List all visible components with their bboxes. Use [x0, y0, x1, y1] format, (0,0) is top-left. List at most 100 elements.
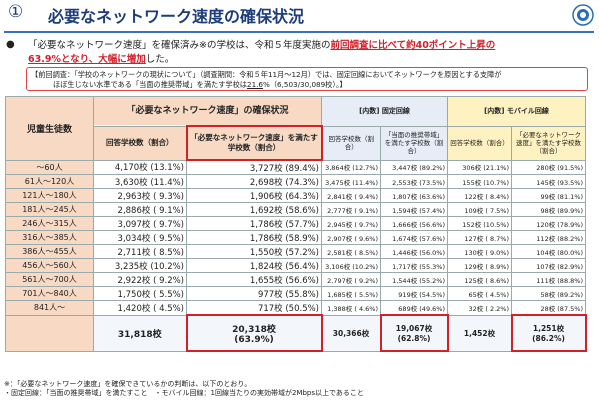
row-fixed-meeting: 689校 (49.6%) [380, 300, 448, 316]
header-group-fixed: [内数] 固定回線 [321, 96, 448, 127]
footnote-line: ※：「必要なネットワーク速度」を確保できているかの判断は、以下のとおり。 [4, 380, 252, 388]
table-row: 121人～180人 2,963校 ( 9.3%) 1,906校 (64.3%) 2,8… [5, 188, 586, 203]
row-respondents: 2,963校 ( 9.3%) [93, 188, 187, 203]
table-body: ～60人 4,170校 (13.1%) 3,727校 (89.4%) 3,864校 (… [5, 159, 586, 316]
row-mobile-respondents: 32校 ( 2.2%) [447, 300, 512, 316]
total-meeting: 20,318校 (63.9%) [185, 314, 323, 352]
row-mobile-respondents: 65校 ( 4.5%) [447, 286, 512, 301]
total-fixed-meeting-count: 19,067校 [395, 324, 433, 333]
row-mobile-meeting: 120校 (78.9%) [511, 216, 586, 231]
row-label: 841人～ [5, 300, 94, 316]
total-respondents: 31,818校 [93, 314, 187, 352]
row-fixed-meeting: 1,807校 (63.6%) [380, 188, 448, 203]
header-fixed-meeting: 「当面の推奨帯域」を満たす学校数（割合） [380, 125, 448, 161]
row-label: ～60人 [5, 159, 94, 175]
row-respondents: 2,922校 ( 9.2%) [93, 272, 187, 287]
row-label: 456人～560人 [5, 258, 94, 273]
row-label: 701人～840人 [5, 286, 94, 301]
row-fixed-meeting: 1,446校 (56.0%) [380, 244, 448, 259]
row-mobile-respondents: 127校 ( 8.7%) [447, 230, 512, 245]
summary-highlight: 前回調査に比べて約40ポイント上昇の [330, 40, 496, 51]
row-mobile-meeting: 98校 (89.9%) [511, 202, 586, 217]
row-fixed-meeting: 1,544校 (55.2%) [380, 272, 448, 287]
row-mobile-respondents: 122校 ( 8.4%) [447, 188, 512, 203]
row-label: 246人～315人 [5, 216, 94, 231]
row-respondents: 2,886校 ( 9.1%) [93, 202, 187, 217]
row-respondents: 4,170校 (13.1%) [93, 159, 187, 175]
row-meeting: 1,550校 (57.2%) [186, 244, 322, 259]
row-fixed-meeting: 1,674校 (57.6%) [380, 230, 448, 245]
row-mobile-respondents: 306校 (21.1%) [447, 159, 512, 175]
table-row: 246人～315人 3,097校 ( 9.7%) 1,786校 (57.7%) 2,9… [5, 216, 586, 231]
row-meeting: 2,698校 (74.3%) [186, 174, 322, 189]
row-fixed-meeting: 1,666校 (56.6%) [380, 216, 448, 231]
title-divider [4, 31, 594, 33]
row-respondents: 1,420校 ( 4.5%) [93, 300, 187, 316]
total-fixed-meeting-pct: (62.8%) [397, 334, 431, 343]
table-row: 181人～245人 2,886校 ( 9.1%) 1,692校 (58.6%) 2,7… [5, 202, 586, 217]
note-line-2: ほぼ生じない水準である「当面の推奨帯域」を満たす学校は21.6%（6,503/3… [31, 80, 583, 90]
row-mobile-meeting: 280校 (91.5%) [511, 159, 586, 175]
row-mobile-meeting: 107校 (82.9%) [511, 258, 586, 273]
row-respondents: 3,630校 (11.4%) [93, 174, 187, 189]
row-fixed-respondents: 3,106校 (10.2%) [321, 258, 381, 273]
row-label: 386人～455人 [5, 244, 94, 259]
row-meeting: 1,692校 (58.6%) [186, 202, 322, 217]
row-mobile-respondents: 109校 ( 7.5%) [447, 202, 512, 217]
row-fixed-respondents: 1,388校 ( 4.6%) [321, 300, 381, 316]
table-row: 456人～560人 3,235校 (10.2%) 1,824校 (56.4%) 3,1… [5, 258, 586, 273]
row-mobile-respondents: 125校 ( 8.6%) [447, 272, 512, 287]
network-speed-table: 児童生徒数 「必要なネットワーク速度」の確保状況 [内数] 固定回線 [内数] … [5, 96, 587, 352]
row-mobile-respondents: 152校 (10.5%) [447, 216, 512, 231]
row-label: 561人～700人 [5, 272, 94, 287]
total-mobile-meeting-count: 1,251校 [532, 324, 565, 333]
row-respondents: 3,097校 ( 9.7%) [93, 216, 187, 231]
row-fixed-respondents: 3,864校 (12.7%) [321, 159, 381, 175]
row-fixed-respondents: 3,475校 (11.4%) [321, 174, 381, 189]
row-mobile-meeting: 111校 (88.8%) [511, 272, 586, 287]
header-group-main: 「必要なネットワーク速度」の確保状況 [93, 96, 322, 127]
row-meeting: 3,727校 (89.4%) [186, 159, 322, 175]
note-line: 【前回調査：「学校のネットワークの現状について」（調査期間：令和５年11月～12… [31, 70, 502, 79]
note-text: ほぼ生じない水準である「当面の推奨帯域」を満たす学校は [53, 80, 247, 89]
row-mobile-meeting: 145校 (93.5%) [511, 174, 586, 189]
previous-survey-note: 【前回調査：「学校のネットワークの現状について」（調査期間：令和５年11月～12… [26, 67, 588, 91]
row-respondents: 3,235校 (10.2%) [93, 258, 187, 273]
header-respondents: 回答学校数（割合） [93, 125, 187, 161]
row-meeting: 977校 (55.8%) [186, 286, 322, 301]
row-mobile-meeting: 104校 (80.0%) [511, 244, 586, 259]
row-mobile-meeting: 58校 (89.2%) [511, 286, 586, 301]
row-mobile-respondents: 155校 (10.7%) [447, 174, 512, 189]
row-mobile-respondents: 129校 ( 8.9%) [447, 258, 512, 273]
row-meeting: 1,786校 (57.7%) [186, 216, 322, 231]
row-mobile-meeting: 99校 (81.1%) [511, 188, 586, 203]
note-percent: 21.6 [247, 80, 264, 89]
row-fixed-respondents: 1,685校 ( 5.5%) [321, 286, 381, 301]
row-fixed-meeting: 1,594校 (57.4%) [380, 202, 448, 217]
total-mobile-meeting-pct: (86.2%) [532, 334, 565, 343]
page-title: 必要なネットワーク速度の確保状況 [48, 7, 305, 26]
row-mobile-meeting: 112校 (88.2%) [511, 230, 586, 245]
row-meeting: 1,786校 (58.9%) [186, 230, 322, 245]
row-fixed-respondents: 2,777校 ( 9.1%) [321, 202, 381, 217]
totals-row: 31,818校 20,318校 (63.9%) 30,366校 19,067校 … [5, 314, 587, 352]
row-meeting: 1,824校 (56.4%) [186, 258, 322, 273]
row-fixed-respondents: 2,581校 ( 8.5%) [321, 244, 381, 259]
table-row: 561人～700人 2,922校 ( 9.2%) 1,655校 (56.6%) 2,7… [5, 272, 586, 287]
header-fixed-respondents: 回答学校数（割合） [321, 125, 381, 161]
row-fixed-respondents: 2,841校 ( 9.4%) [321, 188, 381, 203]
total-fixed-respondents: 30,366校 [321, 314, 381, 352]
summary-paragraph: 「必要なネットワーク速度」を確保済み※の学校は、令和５年度実施の前回調査に比べて… [28, 39, 588, 67]
total-fixed-meeting: 19,067校 (62.8%) [379, 314, 449, 352]
table-row: 701人～840人 1,750校 ( 5.5%) 977校 (55.8%) 1,685… [5, 286, 586, 301]
header-mobile-respondents: 回答学校数（割合） [447, 125, 512, 161]
title-bar: ① 必要なネットワーク速度の確保状況 [0, 0, 599, 30]
summary-text-end: した。 [145, 54, 175, 65]
row-fixed-respondents: 2,797校 ( 9.2%) [321, 272, 381, 287]
totals-label-cell [5, 314, 94, 352]
header-meeting: 「必要なネットワーク速度」を満たす学校数（割合） [185, 125, 323, 161]
table-row: 841人～ 1,420校 ( 4.5%) 717校 (50.5%) 1,388校 ( … [5, 300, 586, 316]
header-mobile-meeting: 「必要なネットワーク速度」を満たす学校数（割合） [511, 125, 586, 161]
row-fixed-respondents: 2,945校 ( 9.7%) [321, 216, 381, 231]
footnote: ※：「必要なネットワーク速度」を確保できているかの判断は、以下のとおり。 ・固定… [4, 380, 364, 398]
